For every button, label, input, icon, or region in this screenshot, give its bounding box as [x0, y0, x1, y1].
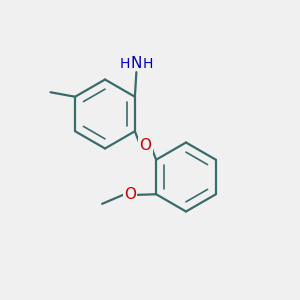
Text: N: N [131, 56, 142, 70]
Text: H: H [120, 57, 130, 70]
Text: O: O [140, 138, 152, 153]
Text: H: H [142, 57, 153, 70]
Text: O: O [124, 187, 136, 202]
